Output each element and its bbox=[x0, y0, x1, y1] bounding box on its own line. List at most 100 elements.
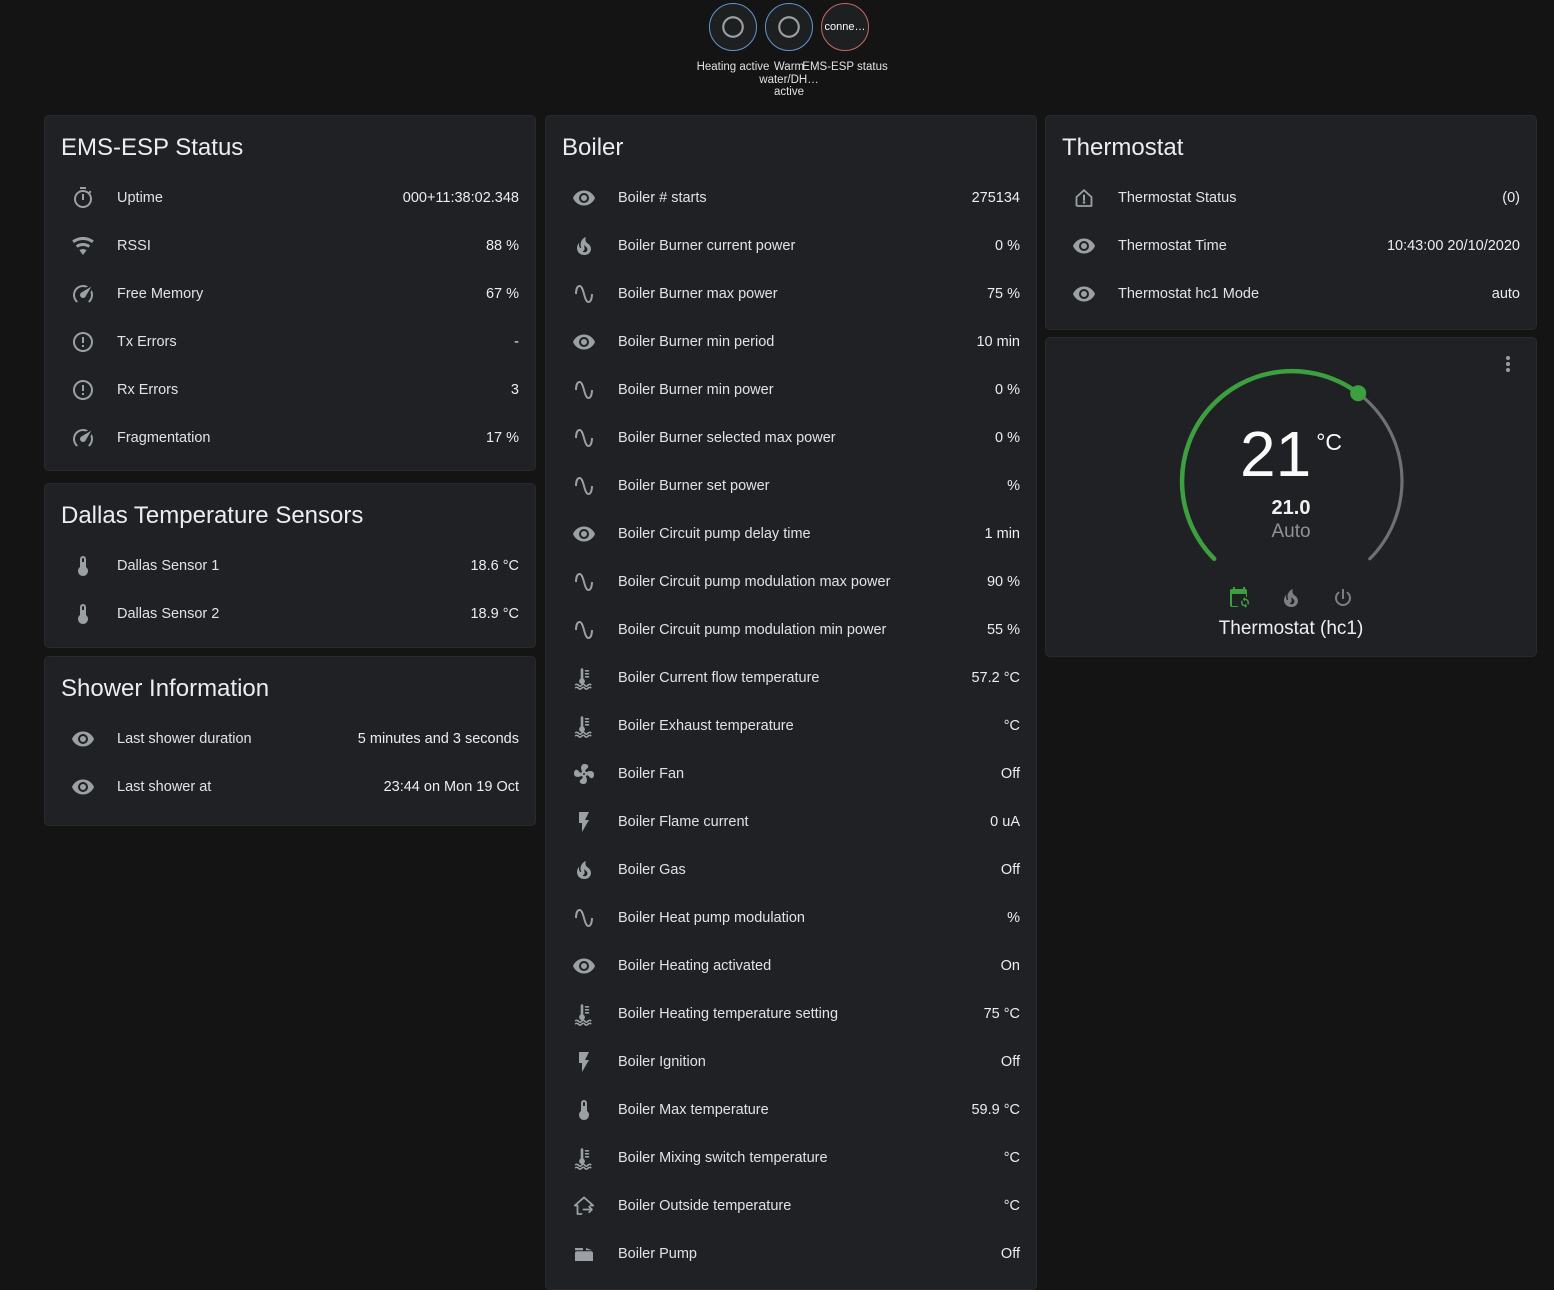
badge-label: Heating active bbox=[696, 61, 770, 73]
entity-value: % bbox=[1007, 478, 1020, 494]
eye-icon bbox=[71, 775, 95, 799]
entity-row[interactable]: Boiler Heating activated On bbox=[546, 942, 1036, 990]
badge-heating-active[interactable]: Heating active bbox=[697, 3, 769, 99]
entity-value: (0) bbox=[1502, 190, 1520, 206]
entity-row[interactable]: Free Memory 67 % bbox=[45, 270, 535, 318]
entity-row[interactable]: Thermostat Status (0) bbox=[1046, 174, 1536, 222]
entity-row[interactable]: Thermostat Time 10:43:00 20/10/2020 bbox=[1046, 222, 1536, 270]
entity-value: 0 uA bbox=[990, 814, 1020, 830]
entity-row[interactable]: Last shower duration 5 minutes and 3 sec… bbox=[45, 715, 535, 763]
entity-row[interactable]: Boiler Circuit pump modulation max power… bbox=[546, 558, 1036, 606]
entity-row[interactable]: Boiler # starts 275134 bbox=[546, 174, 1036, 222]
entity-value: °C bbox=[1003, 1198, 1020, 1214]
coolant-thermometer-icon bbox=[572, 714, 596, 738]
entity-row[interactable]: Boiler Burner current power 0 % bbox=[546, 222, 1036, 270]
entity-row[interactable]: Boiler Burner set power % bbox=[546, 462, 1036, 510]
badge-warm-water-active[interactable]: Warm water/DH… active bbox=[759, 3, 819, 99]
entity-row[interactable]: Boiler Burner selected max power 0 % bbox=[546, 414, 1036, 462]
entity-row[interactable]: Boiler Gas Off bbox=[546, 846, 1036, 894]
flash-icon bbox=[572, 810, 596, 834]
entity-row[interactable]: Last shower at 23:44 on Mon 19 Oct bbox=[45, 763, 535, 811]
entity-value: 90 % bbox=[986, 574, 1020, 590]
thermostat-dial[interactable] bbox=[1167, 356, 1417, 596]
fan-icon bbox=[572, 762, 596, 786]
fire-icon[interactable] bbox=[1279, 586, 1303, 610]
eye-icon bbox=[572, 522, 596, 546]
entity-row[interactable]: Boiler Pump Off bbox=[546, 1230, 1036, 1278]
entity-value: Off bbox=[1000, 766, 1020, 782]
entity-label: Boiler Outside temperature bbox=[618, 1198, 792, 1214]
entity-row[interactable]: Boiler Flame current 0 uA bbox=[546, 798, 1036, 846]
entity-value: 10:43:00 20/10/2020 bbox=[1386, 238, 1520, 254]
badges-row: Heating active Warm water/DH… active con… bbox=[697, 3, 888, 99]
home-export-icon bbox=[572, 1194, 596, 1218]
calendar-sync-icon[interactable] bbox=[1227, 586, 1251, 610]
entity-value: °C bbox=[1003, 1150, 1020, 1166]
alert-circle-icon bbox=[71, 378, 95, 402]
eye-icon bbox=[71, 727, 95, 751]
coolant-thermometer-icon bbox=[572, 1002, 596, 1026]
entity-value: % bbox=[1007, 910, 1020, 926]
eye-icon bbox=[1072, 282, 1096, 306]
entity-row[interactable]: Boiler Ignition Off bbox=[546, 1038, 1036, 1086]
entity-label: Thermostat Time bbox=[1118, 238, 1227, 254]
entity-row[interactable]: Dallas Sensor 1 18.6 °C bbox=[45, 542, 535, 590]
entity-row[interactable]: Boiler Burner min period 10 min bbox=[546, 318, 1036, 366]
entity-row[interactable]: Boiler Max temperature 59.9 °C bbox=[546, 1086, 1036, 1134]
entity-value: 23:44 on Mon 19 Oct bbox=[383, 779, 519, 795]
entity-row[interactable]: Boiler Circuit pump modulation min power… bbox=[546, 606, 1036, 654]
sine-wave-icon bbox=[572, 570, 596, 594]
entity-label: Boiler Circuit pump delay time bbox=[618, 526, 811, 542]
sine-wave-icon bbox=[572, 426, 596, 450]
badge-state-text: conne… bbox=[824, 21, 866, 33]
dots-vertical-icon[interactable] bbox=[1496, 352, 1520, 376]
entity-label: Boiler Flame current bbox=[618, 814, 749, 830]
entity-row[interactable]: Boiler Current flow temperature 57.2 °C bbox=[546, 654, 1036, 702]
entity-row[interactable]: Boiler Heat pump modulation % bbox=[546, 894, 1036, 942]
current-temperature-value: 21 bbox=[1240, 418, 1312, 490]
dashboard: { "colors": { "accent_green": "#3da03f",… bbox=[44, 3, 1537, 1290]
entity-value: 88 % bbox=[485, 238, 519, 254]
entity-row[interactable]: Dallas Sensor 2 18.9 °C bbox=[45, 590, 535, 638]
entity-label: Free Memory bbox=[117, 286, 204, 302]
thermostat-name: Thermostat (hc1) bbox=[1218, 618, 1364, 639]
thermometer-icon bbox=[71, 554, 95, 578]
entity-rows: Last shower duration 5 minutes and 3 sec… bbox=[45, 715, 535, 811]
entity-row[interactable]: Tx Errors - bbox=[45, 318, 535, 366]
entity-label: Thermostat hc1 Mode bbox=[1118, 286, 1260, 302]
hvac-mode-label: Auto bbox=[1271, 521, 1311, 542]
entity-row[interactable]: Boiler Circuit pump delay time 1 min bbox=[546, 510, 1036, 558]
entity-row[interactable]: Boiler Exhaust temperature °C bbox=[546, 702, 1036, 750]
entity-row[interactable]: RSSI 88 % bbox=[45, 222, 535, 270]
entity-label: Boiler Current flow temperature bbox=[618, 670, 820, 686]
entity-row[interactable]: Boiler Burner min power 0 % bbox=[546, 366, 1036, 414]
entity-row[interactable]: Uptime 000+11:38:02.348 bbox=[45, 174, 535, 222]
dial-knob bbox=[1350, 385, 1367, 402]
fire-icon bbox=[572, 858, 596, 882]
sine-wave-icon bbox=[572, 474, 596, 498]
entity-row[interactable]: Boiler Mixing switch temperature °C bbox=[546, 1134, 1036, 1182]
entity-row[interactable]: Thermostat hc1 Mode auto bbox=[1046, 270, 1536, 318]
entity-row[interactable]: Boiler Heating temperature setting 75 °C bbox=[546, 990, 1036, 1038]
power-icon[interactable] bbox=[1331, 586, 1355, 610]
entity-row[interactable]: Boiler Outside temperature °C bbox=[546, 1182, 1036, 1230]
entity-label: Last shower at bbox=[117, 779, 212, 795]
eye-icon bbox=[572, 186, 596, 210]
entity-row[interactable]: Boiler Burner max power 75 % bbox=[546, 270, 1036, 318]
entity-row[interactable]: Fragmentation 17 % bbox=[45, 414, 535, 462]
badge-ems-esp-status[interactable]: conne… EMS-ESP status bbox=[802, 3, 888, 99]
eye-icon bbox=[572, 330, 596, 354]
entity-label: Boiler Ignition bbox=[618, 1054, 706, 1070]
home-alert-icon bbox=[1072, 186, 1096, 210]
entity-rows: Thermostat Status (0) Thermostat Time 10… bbox=[1046, 174, 1536, 318]
badge-label: Warm water/DH… active bbox=[759, 61, 819, 98]
entity-label: RSSI bbox=[117, 238, 151, 254]
entity-label: Boiler Burner selected max power bbox=[618, 430, 836, 446]
entity-row[interactable]: Rx Errors 3 bbox=[45, 366, 535, 414]
entity-value: 1 min bbox=[984, 526, 1020, 542]
entity-value: Off bbox=[1000, 1054, 1020, 1070]
badge-circle bbox=[765, 3, 813, 51]
entity-label: Uptime bbox=[117, 190, 163, 206]
entity-label: Boiler Pump bbox=[618, 1246, 697, 1262]
entity-row[interactable]: Boiler Fan Off bbox=[546, 750, 1036, 798]
